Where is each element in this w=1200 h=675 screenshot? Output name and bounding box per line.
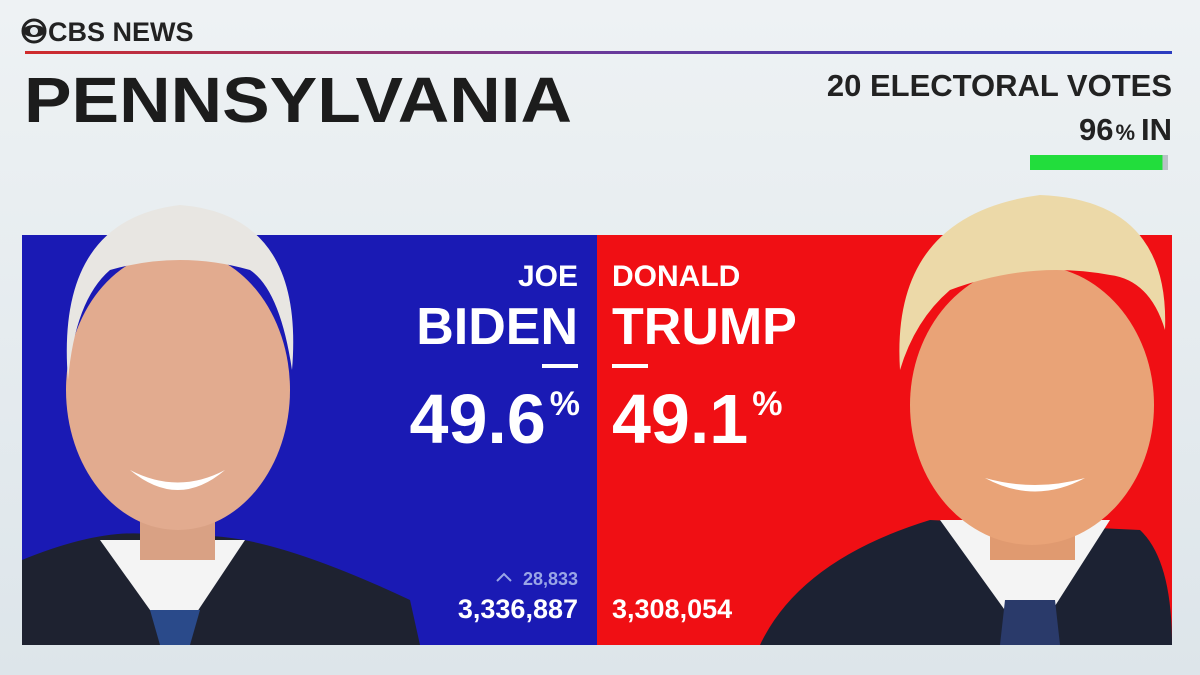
header-rule — [25, 51, 1172, 54]
candidate-votes: 3,336,887 — [458, 594, 578, 624]
cbs-logo — [21, 18, 47, 44]
candidate-last-name: TRUMP — [612, 298, 797, 356]
candidate-lead: 28,833 — [523, 569, 578, 589]
candidate-first-name: DONALD — [612, 260, 740, 293]
name-divider — [612, 364, 648, 368]
reporting-sign: % — [1115, 120, 1135, 145]
name-divider — [542, 364, 578, 368]
percent-sign: % — [550, 385, 580, 423]
network: CBS NEWS — [48, 17, 194, 47]
percent-sign: % — [752, 385, 782, 423]
biden-photo — [22, 205, 420, 645]
candidate-percent: 49.6 — [410, 380, 546, 458]
reporting-percent: 96 — [1079, 112, 1113, 147]
reporting-suffix: IN — [1141, 112, 1172, 147]
candidate-votes: 3,308,054 — [612, 594, 732, 624]
state-title: PENNSYLVANIA — [24, 64, 572, 136]
lead-arrow — [496, 572, 512, 582]
candidate-first-name: JOE — [518, 260, 578, 293]
trump-photo — [760, 195, 1172, 645]
candidate-percent: 49.1 — [612, 380, 748, 458]
candidate-last-name: BIDEN — [416, 298, 578, 356]
electoral-votes: 20 ELECTORAL VOTES — [827, 68, 1172, 103]
reporting-bar — [1030, 155, 1163, 170]
